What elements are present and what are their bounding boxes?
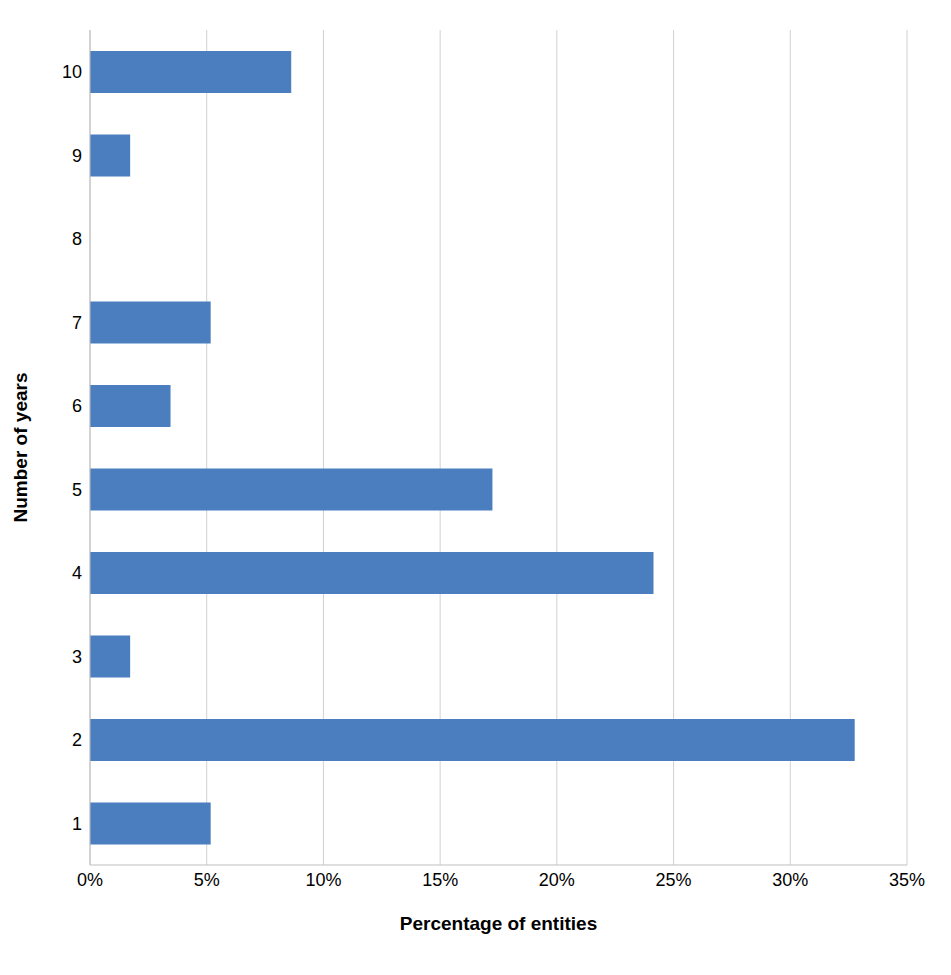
svg-text:5: 5	[72, 480, 82, 500]
svg-text:5%: 5%	[194, 870, 220, 890]
svg-text:3: 3	[72, 647, 82, 667]
svg-text:2: 2	[72, 730, 82, 750]
svg-text:6: 6	[72, 396, 82, 416]
svg-text:Number of years: Number of years	[10, 373, 31, 523]
svg-text:15%: 15%	[422, 870, 458, 890]
svg-text:10: 10	[62, 62, 82, 82]
svg-text:0%: 0%	[77, 870, 103, 890]
svg-text:10%: 10%	[305, 870, 341, 890]
svg-text:4: 4	[72, 563, 82, 583]
svg-text:25%: 25%	[656, 870, 692, 890]
svg-text:9: 9	[72, 146, 82, 166]
svg-text:20%: 20%	[539, 870, 575, 890]
svg-text:1: 1	[72, 814, 82, 834]
svg-text:8: 8	[72, 229, 82, 249]
svg-text:7: 7	[72, 313, 82, 333]
svg-text:35%: 35%	[889, 870, 925, 890]
svg-text:Percentage of entities: Percentage of entities	[400, 913, 597, 934]
svg-text:30%: 30%	[772, 870, 808, 890]
